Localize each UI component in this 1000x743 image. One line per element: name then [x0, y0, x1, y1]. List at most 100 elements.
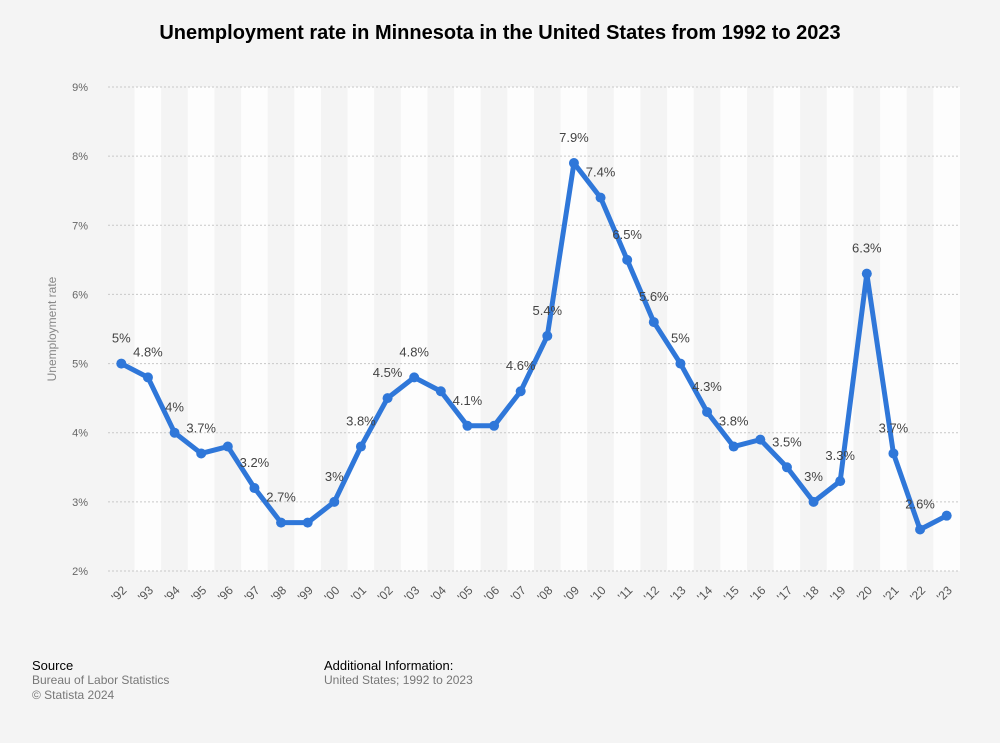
- x-tick-label: '07: [508, 583, 529, 604]
- data-point-03: [409, 372, 420, 383]
- y-tick-label: 9%: [72, 82, 88, 94]
- chart-title: Unemployment rate in Minnesota in the Un…: [159, 22, 841, 44]
- x-tick-label: '93: [135, 583, 156, 604]
- x-tick-label: '23: [934, 583, 955, 604]
- band-12: [427, 87, 455, 571]
- y-tick-label: 7%: [72, 220, 88, 232]
- data-point-16: [755, 434, 766, 445]
- band-9: [347, 87, 375, 571]
- data-labels: 5%4.8%4%3.7%3.2%2.7%3%3.8%4.5%4.8%4.1%4.…: [112, 130, 935, 511]
- band-13: [454, 87, 481, 571]
- x-tick-label: '17: [774, 583, 795, 604]
- data-label: 6.3%: [852, 241, 882, 256]
- data-label: 4.6%: [506, 358, 536, 373]
- y-tick-label: 6%: [72, 289, 88, 301]
- data-label: 7.4%: [586, 165, 616, 180]
- data-label: 5.6%: [639, 289, 669, 304]
- band-27: [826, 87, 854, 571]
- data-point-97: [249, 483, 260, 494]
- x-tick-label: '04: [428, 583, 449, 604]
- x-tick-label: '98: [268, 583, 289, 604]
- x-tick-label: '08: [534, 583, 555, 604]
- band-22: [693, 87, 721, 571]
- source-text[interactable]: Bureau of Labor Statistics: [32, 673, 170, 687]
- data-label: 5.4%: [532, 303, 562, 318]
- band-4: [214, 87, 242, 571]
- data-point-11: [622, 254, 633, 265]
- y-axis-ticks: 2% 3% 4% 5% 6% 7% 8% 9%: [72, 82, 88, 578]
- data-label: 3.7%: [879, 420, 909, 435]
- x-tick-label: '15: [721, 583, 742, 604]
- data-label: 3%: [804, 469, 823, 484]
- data-point-22: [915, 524, 926, 535]
- data-label: 4.5%: [373, 365, 403, 380]
- data-label: 5%: [112, 331, 131, 346]
- x-tick-label: '94: [162, 583, 183, 604]
- data-label: 4.8%: [133, 344, 163, 359]
- x-tick-label: '18: [801, 583, 822, 604]
- data-point-95: [196, 448, 207, 459]
- data-point-01: [355, 441, 366, 452]
- data-point-19: [835, 476, 846, 487]
- data-point-12: [648, 317, 659, 328]
- data-point-20: [861, 268, 872, 279]
- band-30: [906, 87, 934, 571]
- data-point-09: [568, 158, 579, 169]
- y-tick-label: 4%: [72, 428, 88, 440]
- x-tick-label: '21: [881, 583, 902, 604]
- data-point-06: [489, 420, 500, 431]
- band-7: [294, 87, 321, 571]
- series-line: [118, 160, 950, 533]
- data-label: 4.3%: [692, 379, 722, 394]
- additional-info-block: Additional Information: United States; 1…: [324, 658, 473, 688]
- line-chart: 2%3%4%5%6%7%8%9% '92'93'94'95'96'97'98'9…: [45, 82, 960, 604]
- data-point-10: [595, 192, 606, 203]
- x-tick-label: '20: [854, 583, 875, 604]
- x-tick-label: '97: [242, 583, 263, 604]
- band-11: [400, 87, 428, 571]
- band-6: [267, 87, 295, 571]
- x-tick-label: '03: [401, 583, 422, 604]
- band-3: [187, 87, 215, 571]
- data-point-00: [329, 496, 340, 507]
- band-18: [587, 87, 614, 571]
- data-point-18: [808, 496, 819, 507]
- source-block: Source Bureau of Labor Statistics © Stat…: [32, 658, 169, 703]
- x-tick-label: '05: [455, 583, 476, 604]
- band-29: [880, 87, 907, 571]
- additional-info-text: United States; 1992 to 2023: [324, 673, 473, 687]
- data-point-02: [382, 393, 393, 404]
- x-tick-label: '02: [375, 583, 396, 604]
- data-label: 3%: [325, 469, 344, 484]
- data-label: 2.6%: [905, 497, 935, 512]
- data-label: 5%: [671, 331, 690, 346]
- band-31: [933, 87, 960, 571]
- y-tick-label: 8%: [72, 151, 88, 163]
- x-tick-label: '95: [188, 583, 209, 604]
- x-tick-label: '13: [668, 583, 689, 604]
- band-25: [773, 87, 801, 571]
- data-label: 3.8%: [346, 414, 376, 429]
- data-point-08: [542, 330, 553, 341]
- additional-info-heading[interactable]: Additional Information:: [324, 658, 454, 673]
- data-label: 3.8%: [719, 414, 749, 429]
- data-label: 3.7%: [186, 420, 216, 435]
- band-24: [747, 87, 774, 571]
- y-tick-label: 2%: [72, 566, 88, 578]
- x-tick-label: '10: [588, 583, 609, 604]
- background-bands: [108, 87, 960, 571]
- data-label: 4.1%: [453, 393, 483, 408]
- data-label: 2.7%: [266, 490, 296, 505]
- x-tick-label: '14: [694, 583, 715, 604]
- x-tick-label: '11: [615, 583, 636, 604]
- band-15: [507, 87, 534, 571]
- x-tick-label: '16: [747, 583, 768, 604]
- x-tick-label: '01: [348, 583, 369, 604]
- x-tick-label: '99: [295, 583, 316, 604]
- data-label: 6.5%: [612, 227, 642, 242]
- band-20: [640, 87, 668, 571]
- y-tick-label: 5%: [72, 359, 88, 371]
- data-point-23: [941, 510, 952, 521]
- band-2: [161, 87, 188, 571]
- data-point-93: [142, 372, 153, 383]
